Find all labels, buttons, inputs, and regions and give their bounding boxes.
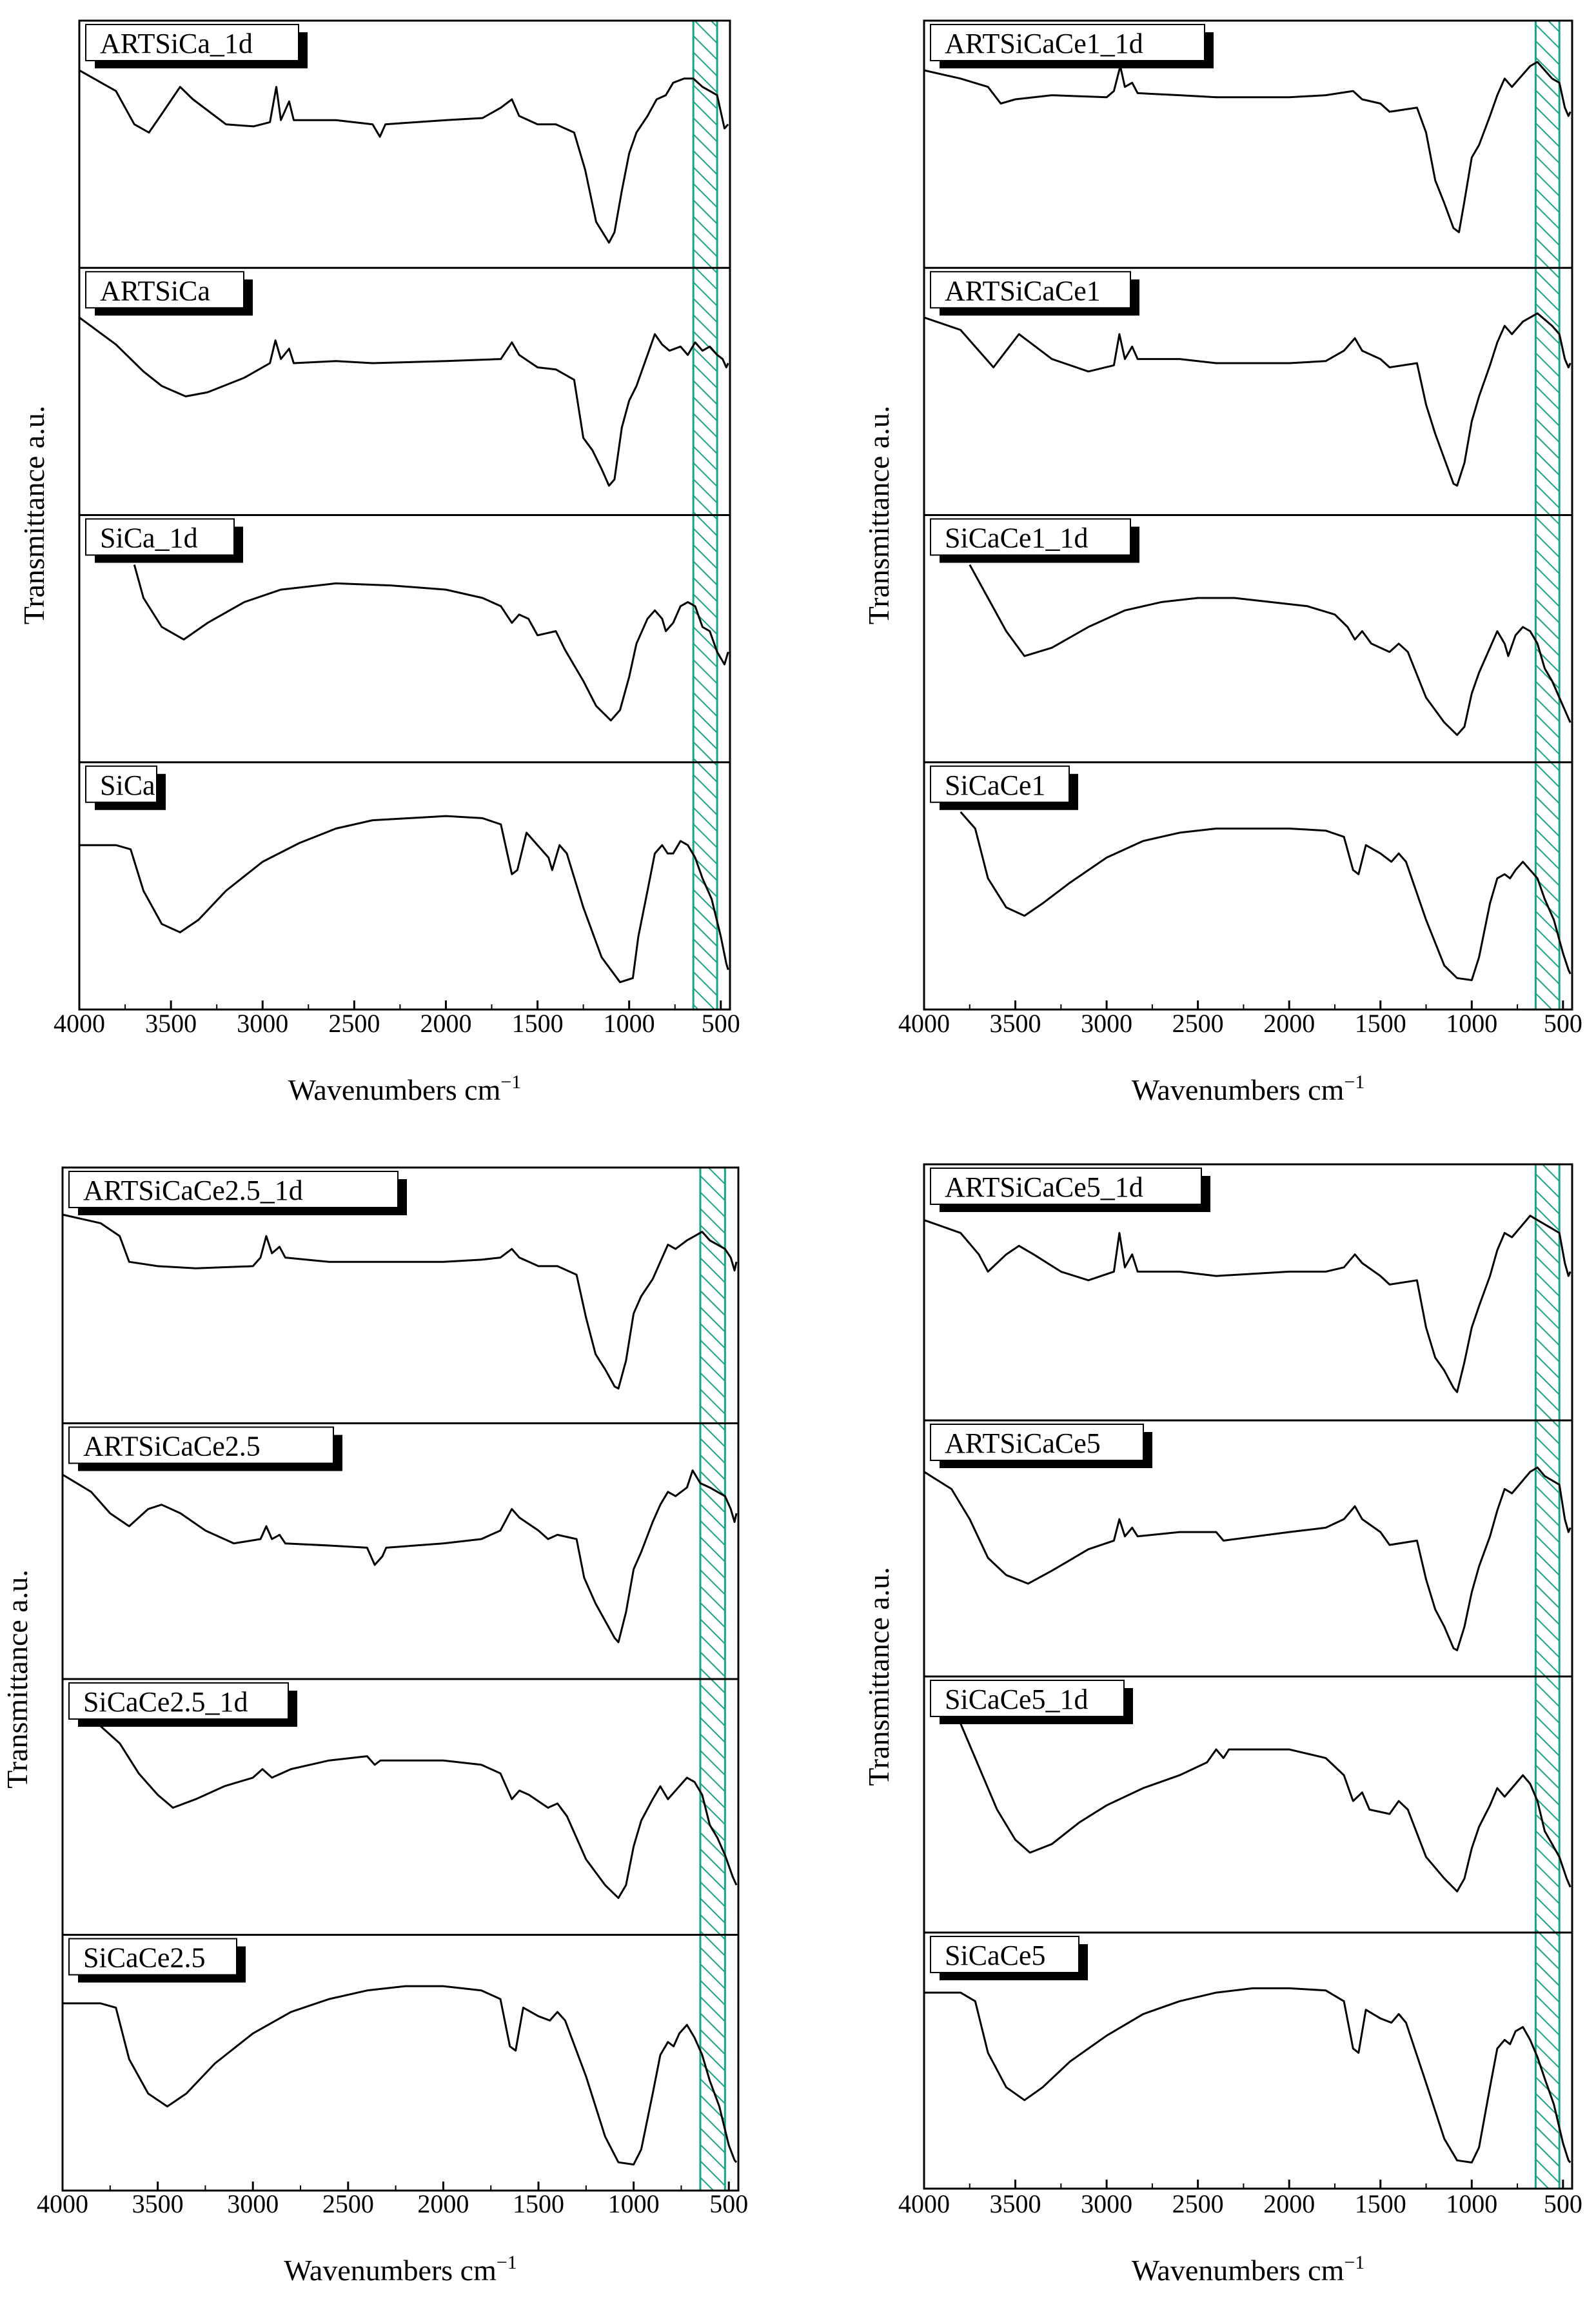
- label-box: [85, 765, 157, 803]
- x-tick-label: 4000: [898, 2189, 950, 2218]
- label-box: [68, 1171, 399, 1208]
- x-tick-label: 3500: [145, 1009, 197, 1038]
- series-label: SiCa: [100, 770, 155, 801]
- x-tick-label: 500: [1544, 2189, 1582, 2218]
- x-tick-label: 2500: [322, 2189, 374, 2218]
- series-label: SiCaCe2.5_1d: [83, 1686, 248, 1718]
- label-box: [68, 1938, 237, 1976]
- label-box: [930, 765, 1070, 803]
- x-tick-label: 1500: [512, 1009, 564, 1038]
- y-axis-title: Transmittance a.u.: [17, 406, 50, 624]
- x-tick-label: 3500: [132, 2189, 184, 2218]
- x-tick-label: 3000: [227, 2189, 279, 2218]
- series-label: ARTSiCaCe2.5: [83, 1431, 261, 1462]
- trace-ARTSiCaCe5: [923, 1466, 1571, 1651]
- spectra-panels: ARTSiCa_1d ARTSiCa SiCa_1d SiCa 4000 3500 3000…: [1, 19, 1582, 2287]
- plot-frame: [923, 19, 1573, 1011]
- series-label: ARTSiCaCe1: [945, 275, 1101, 306]
- label-box: [85, 24, 299, 61]
- x-axis-title: Wavenumbers cm−1: [1132, 1071, 1365, 1106]
- y-axis-title: Transmittance a.u.: [1, 1569, 34, 1788]
- x-tick-label: 1000: [608, 2189, 660, 2218]
- panel-4: ARTSiCaCe5_1d ARTSiCaCe5 SiCaCe5_1d SiCaCe5…: [862, 1163, 1582, 2287]
- series-label: SiCaCe1: [945, 770, 1045, 801]
- x-tick-label: 3000: [1081, 2189, 1132, 2218]
- x-tick-label: 2000: [1263, 1009, 1315, 1038]
- series-label: ARTSiCa: [100, 275, 210, 306]
- panel-1: ARTSiCa_1d ARTSiCa SiCa_1d SiCa 4000 3500 3000…: [17, 19, 740, 1106]
- x-tick-label: 4000: [898, 1009, 950, 1038]
- series-label: SiCaCe1_1d: [945, 522, 1088, 554]
- label-box: [930, 1168, 1202, 1205]
- panel-3: ARTSiCaCe2.5_1d ARTSiCaCe2.5 SiCaCe2.5_1d S…: [1, 1166, 748, 2287]
- x-axis-title: Wavenumbers cm−1: [1132, 2252, 1365, 2287]
- x-tick-label: 1500: [513, 2189, 564, 2218]
- x-tick-label: 500: [1544, 1009, 1582, 1038]
- series-label: SiCaCe2.5: [83, 1942, 205, 1974]
- x-tick-label: 2500: [328, 1009, 380, 1038]
- x-tick-label: 3500: [990, 2189, 1041, 2218]
- x-tick-label: 3000: [237, 1009, 288, 1038]
- x-tick-label: 1000: [1446, 1009, 1497, 1038]
- series-label: ARTSiCaCe5_1d: [945, 1171, 1143, 1203]
- panel-2: ARTSiCaCe1_1d ARTSiCaCe1 SiCaCe1_1d SiCaCe1…: [862, 19, 1582, 1106]
- trace-ARTSiCa: [79, 316, 729, 487]
- trace-SiCaCe2_5_1d: [99, 1725, 738, 1899]
- plot-frame: [78, 19, 731, 1011]
- x-axis-title: Wavenumbers cm−1: [284, 2252, 517, 2287]
- label-box: [930, 1424, 1144, 1461]
- x-tick-label: 500: [709, 2189, 748, 2218]
- trace-ARTSiCa_1d: [79, 69, 729, 244]
- series-label: ARTSiCaCe2.5_1d: [83, 1175, 303, 1206]
- trace-ARTSiCaCe1_1d: [923, 61, 1571, 234]
- trace-SiCaCe1_1d: [969, 564, 1571, 736]
- x-tick-label: 1500: [1355, 1009, 1406, 1038]
- label-box: [930, 271, 1131, 309]
- trace-SiCa: [79, 815, 729, 984]
- series-label: SiCaCe5: [945, 1940, 1045, 1971]
- label-box: [930, 24, 1205, 61]
- y-axis-title: Transmittance a.u.: [862, 406, 895, 624]
- trace-SiCaCe2_5: [63, 1985, 738, 2166]
- x-tick-label: 2000: [417, 2189, 469, 2218]
- plot-frame: [61, 1166, 740, 2192]
- label-box: [85, 271, 244, 309]
- label-box: [930, 1680, 1125, 1717]
- series-label: ARTSiCaCe1_1d: [945, 28, 1143, 59]
- trace-ARTSiCaCe2_5_1d: [62, 1213, 738, 1390]
- x-tick-label: 500: [702, 1009, 740, 1038]
- trace-ARTSiCaCe5_1d: [923, 1215, 1571, 1393]
- label-box: [68, 1682, 289, 1720]
- x-tick-label: 1000: [604, 1009, 655, 1038]
- label-box: [85, 518, 235, 556]
- x-axis-title: Wavenumbers cm−1: [288, 1071, 522, 1106]
- series-label: SiCaCe5_1d: [945, 1684, 1088, 1715]
- trace-SiCaCe5_1d: [960, 1723, 1571, 1893]
- x-tick-label: 3000: [1081, 1009, 1132, 1038]
- x-tick-label: 2500: [1172, 2189, 1224, 2218]
- trace-SiCaCe5: [924, 1987, 1571, 2163]
- series-label: ARTSiCaCe5: [945, 1427, 1101, 1459]
- x-tick-label: 2000: [1263, 2189, 1315, 2218]
- x-tick-label: 2000: [420, 1009, 471, 1038]
- series-label: ARTSiCa_1d: [100, 28, 253, 59]
- trace-ARTSiCaCe2_5: [62, 1469, 738, 1644]
- label-box: [930, 1936, 1079, 1973]
- trace-ARTSiCaCe1: [923, 312, 1571, 487]
- x-tick-label: 2500: [1172, 1009, 1224, 1038]
- trace-SiCa_1d: [133, 564, 729, 722]
- x-tick-label: 1500: [1355, 2189, 1406, 2218]
- plot-frame: [923, 1163, 1573, 2190]
- trace-SiCaCe1: [960, 811, 1571, 981]
- x-tick-label: 4000: [37, 2189, 88, 2218]
- series-label: SiCa_1d: [100, 522, 198, 554]
- label-box: [68, 1426, 334, 1464]
- x-tick-label: 1000: [1446, 2189, 1497, 2218]
- y-axis-title: Transmittance a.u.: [862, 1567, 895, 1785]
- label-box: [930, 518, 1131, 556]
- x-tick-label: 4000: [54, 1009, 105, 1038]
- x-tick-label: 3500: [990, 1009, 1041, 1038]
